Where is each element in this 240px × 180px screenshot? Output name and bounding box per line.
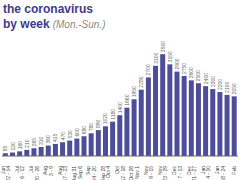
html-text:Jun: Jun (0, 166, 6, 175)
svg-text:2500: 2500 (195, 70, 201, 81)
svg-text:Jan4 - 10: Jan4 - 10 (200, 166, 212, 179)
svg-text:Aug3 - 9: Aug3 - 9 (42, 166, 54, 176)
svg-text:1950: 1950 (131, 86, 137, 97)
svg-text:2280: 2280 (138, 76, 144, 87)
svg-text:3500: 3500 (160, 41, 166, 52)
svg-text:Nov9 - 15: Nov9 - 15 (143, 166, 155, 179)
svg-text:2050: 2050 (231, 83, 232, 94)
svg-text:Sep 28- Oct 4: Sep 28- Oct 4 (100, 166, 112, 180)
svg-text:120: 120 (10, 142, 16, 151)
svg-text:530: 530 (67, 130, 73, 139)
svg-text:360: 360 (45, 135, 51, 144)
svg-text:Dec7 - 13: Dec7 - 13 (171, 166, 183, 179)
svg-text:600: 600 (74, 128, 80, 137)
svg-text:310: 310 (38, 136, 44, 145)
svg-text:2750: 2750 (181, 63, 187, 74)
svg-text:1020: 1020 (102, 113, 108, 124)
svg-text:Jun22 - 14: Jun22 - 14 (8, 166, 11, 180)
svg-text:2600: 2600 (188, 67, 194, 78)
svg-text:Aug 31- Sep 6: Aug 31- Sep 6 (71, 166, 83, 180)
svg-text:Nov23 - 29: Nov23 - 29 (157, 166, 169, 180)
svg-text:160: 160 (17, 141, 23, 150)
svg-text:1660: 1660 (124, 94, 130, 105)
svg-text:780: 780 (88, 123, 94, 132)
svg-text:Jan18 - 24: Jan18 - 24 (214, 166, 226, 180)
svg-text:Dec21 - 27: Dec21 - 27 (186, 166, 198, 180)
html-text:the coronavirus: the coronavirus (3, 2, 93, 16)
svg-text:Oct12 - 18: Oct12 - 18 (114, 165, 126, 180)
svg-text:Sep14 - 20: Sep14 - 20 (85, 166, 97, 180)
svg-text:Jul6 - 12: Jul6 - 12 (14, 166, 26, 179)
svg-text:265: 265 (31, 138, 37, 147)
svg-text:470: 470 (60, 132, 66, 141)
svg-text:Aug17 - 23: Aug17 - 23 (57, 166, 69, 180)
svg-text:Oct 26- Nov 1: Oct 26- Nov 1 (128, 166, 140, 180)
svg-text:1400: 1400 (117, 102, 123, 113)
svg-text:2700: 2700 (145, 64, 151, 75)
svg-text:680: 680 (81, 126, 87, 135)
svg-text:2200: 2200 (217, 79, 223, 90)
svg-text:3100: 3100 (153, 52, 159, 63)
svg-text:2300: 2300 (210, 76, 216, 87)
svg-text:2400: 2400 (203, 73, 209, 84)
svg-text:415: 415 (52, 133, 58, 142)
svg-text:2900: 2900 (174, 58, 180, 69)
html-text:by week (Mon.-Sun.): by week (Mon.-Sun.) (3, 17, 106, 31)
svg-text:2100: 2100 (224, 82, 230, 93)
svg-text:890: 890 (95, 120, 101, 129)
svg-text:1180: 1180 (110, 109, 116, 120)
svg-text:Feb: Feb (231, 166, 232, 175)
svg-text:Jul20 - 26: Jul20 - 26 (28, 166, 40, 180)
svg-text:95: 95 (8, 145, 9, 151)
svg-text:210: 210 (24, 139, 30, 148)
svg-text:3150: 3150 (167, 51, 173, 62)
